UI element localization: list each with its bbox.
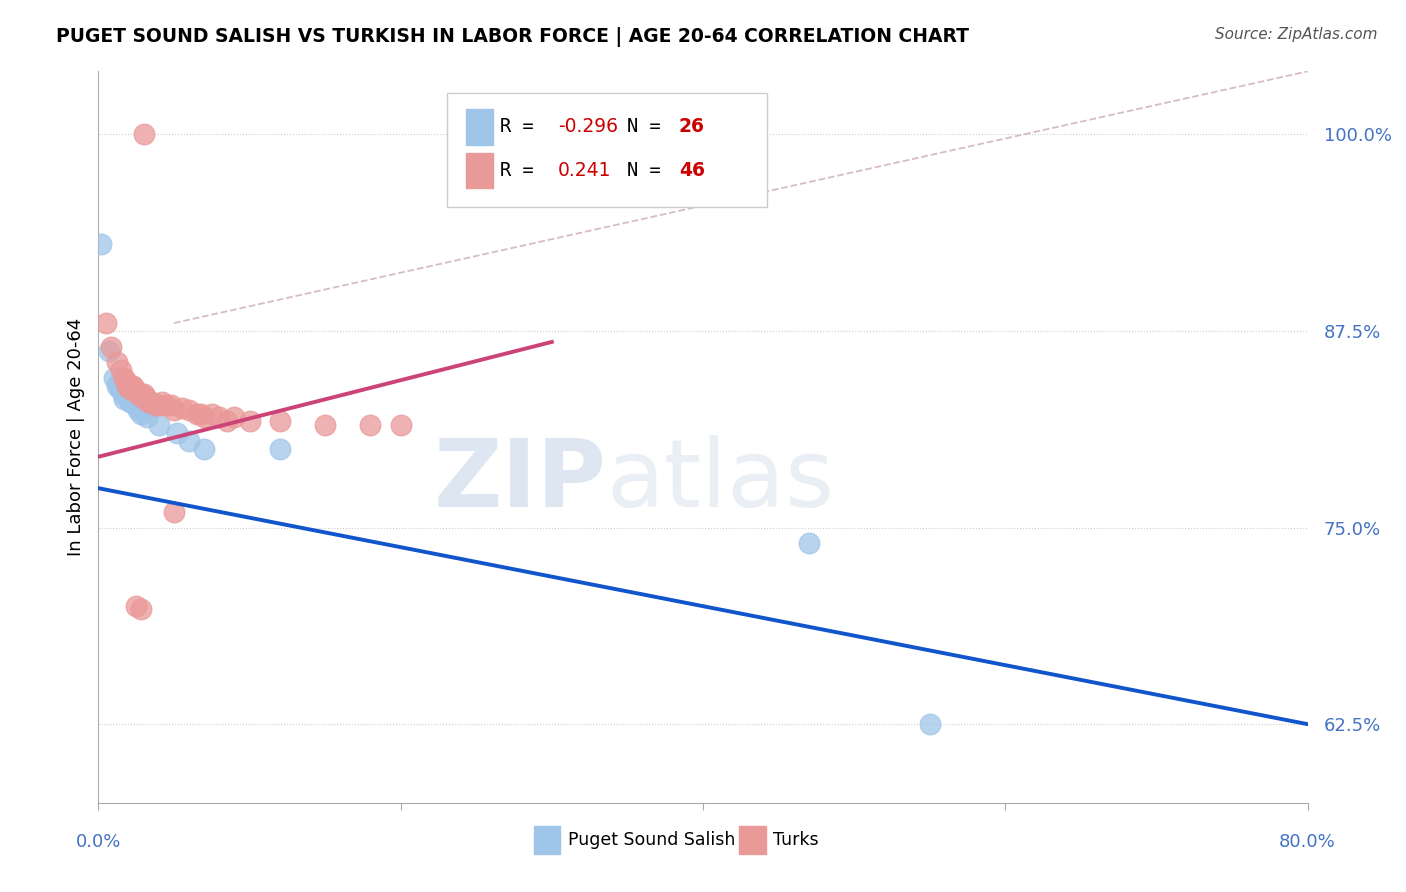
Text: 0.241: 0.241 (558, 161, 612, 179)
Point (193, 442, 215, 456)
Point (208, 410, 231, 425)
Point (124, 398, 146, 412)
Point (121, 394, 143, 409)
FancyBboxPatch shape (447, 94, 768, 207)
Point (128, 387, 150, 401)
Text: 26: 26 (679, 117, 704, 136)
Point (120, 394, 142, 409)
Point (112, 371, 135, 385)
Point (918, 717, 941, 731)
Point (179, 402, 201, 417)
Point (127, 402, 149, 417)
Text: Source: ZipAtlas.com: Source: ZipAtlas.com (1215, 27, 1378, 42)
Point (155, 398, 177, 412)
Point (100, 340, 122, 354)
Point (135, 410, 157, 425)
Text: Puget Sound Salish: Puget Sound Salish (568, 831, 735, 849)
Point (131, 390, 153, 404)
Text: 80.0%: 80.0% (1279, 833, 1336, 851)
Text: R =: R = (501, 117, 546, 136)
Point (107, 376, 129, 390)
Point (132, 402, 155, 417)
Point (389, 418, 412, 433)
Point (118, 392, 141, 406)
Point (239, 413, 262, 427)
Point (115, 387, 138, 401)
Point (94, 316, 117, 330)
Point (125, 599, 148, 614)
Point (141, 394, 163, 409)
Text: atlas: atlas (606, 435, 835, 527)
Point (105, 379, 128, 393)
Point (136, 394, 159, 409)
Point (797, 536, 820, 550)
Text: N =: N = (627, 161, 672, 179)
Text: 46: 46 (679, 161, 704, 179)
Point (166, 426, 188, 441)
Point (150, 394, 173, 409)
Point (190, 407, 212, 421)
Point (112, 392, 135, 406)
Point (201, 407, 224, 421)
Point (145, 398, 167, 412)
Text: R =: R = (501, 161, 546, 179)
Point (132, 128, 155, 142)
Point (163, 505, 186, 519)
Point (114, 374, 136, 388)
Point (224, 410, 246, 425)
Point (103, 371, 125, 385)
Text: PUGET SOUND SALISH VS TURKISH IN LABOR FORCE | AGE 20-64 CORRELATION CHART: PUGET SOUND SALISH VS TURKISH IN LABOR F… (56, 27, 969, 46)
Point (120, 382, 142, 396)
Text: Turks: Turks (773, 831, 818, 849)
Text: 0.0%: 0.0% (76, 833, 121, 851)
Point (132, 387, 155, 401)
Bar (740, 826, 766, 854)
Point (179, 434, 201, 448)
Point (269, 442, 291, 456)
Point (129, 387, 152, 401)
Point (125, 385, 148, 400)
Point (121, 379, 143, 393)
Point (118, 379, 141, 393)
Point (127, 387, 149, 401)
Point (98, 344, 121, 359)
Point (170, 401, 193, 415)
Point (110, 382, 132, 396)
Point (129, 602, 152, 616)
Point (115, 379, 138, 393)
Point (186, 407, 208, 421)
Point (108, 382, 131, 396)
Point (122, 379, 145, 393)
Point (193, 410, 215, 425)
Point (314, 418, 336, 433)
Point (111, 387, 134, 401)
Bar (465, 110, 492, 145)
Point (124, 382, 146, 396)
Point (114, 387, 136, 401)
Point (129, 407, 152, 421)
Bar (465, 153, 492, 188)
Point (163, 402, 186, 417)
Point (160, 398, 183, 412)
Point (110, 363, 132, 377)
Point (215, 413, 238, 427)
Point (269, 413, 291, 427)
Bar (534, 826, 561, 854)
Text: N =: N = (627, 117, 672, 136)
Point (134, 390, 156, 404)
Text: ZIP: ZIP (433, 435, 606, 527)
Point (148, 398, 170, 412)
Point (148, 418, 170, 433)
Point (90, 237, 112, 252)
Point (135, 392, 157, 406)
Point (105, 355, 128, 369)
Point (360, 418, 382, 433)
Text: -0.296: -0.296 (558, 117, 617, 136)
Y-axis label: In Labor Force | Age 20-64: In Labor Force | Age 20-64 (66, 318, 84, 557)
